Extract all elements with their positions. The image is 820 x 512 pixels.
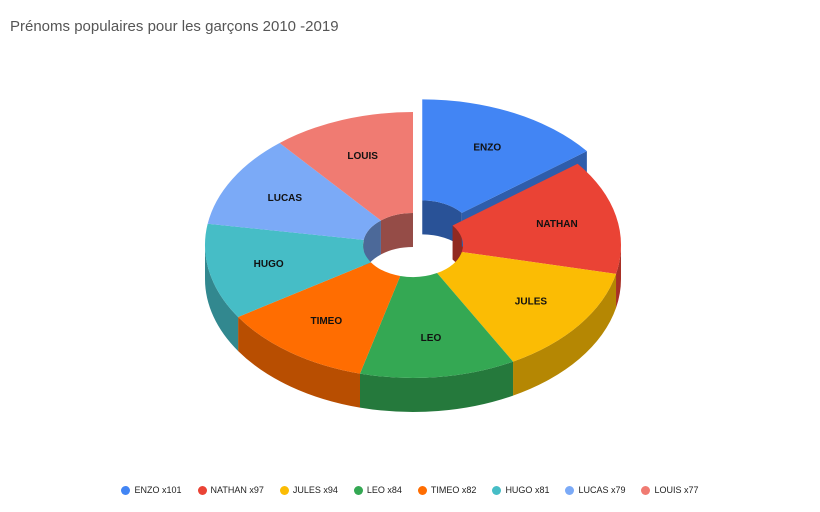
slice-label-timeo: TIMEO: [310, 316, 342, 327]
slice-timeo: [238, 262, 401, 374]
chart-legend: ENZO x101 NATHAN x97 JULES x94 LEO x84 TIMEO…: [0, 485, 820, 495]
legend-swatch-nathan: [197, 485, 207, 495]
slice-label-nathan: NATHAN: [536, 219, 577, 230]
slice-label-jules: JULES: [515, 296, 548, 307]
legend-label-enzo: ENZO x101: [134, 485, 182, 495]
side-wall-timeo: [238, 316, 360, 408]
side-wall-hugo: [205, 245, 239, 351]
slice-jules: [437, 251, 617, 362]
slice-hugo: [205, 223, 371, 317]
chart-title: Prénoms populaires pour les garçons 2010…: [10, 18, 339, 35]
donut-chart: ENZO NATHAN JULES LEO TIMEO HUGO LUCAS LOUIS: [205, 99, 621, 413]
legend-swatch-enzo: [121, 485, 131, 495]
inner-wall-enzo: [422, 200, 462, 247]
legend-item-leo: LEO x84: [353, 485, 402, 495]
slice-label-enzo: ENZO: [473, 142, 501, 153]
slice-enzo: [422, 99, 587, 213]
slice-label-hugo: HUGO: [254, 259, 284, 270]
legend-label-timeo: TIMEO x82: [430, 485, 477, 495]
slice-label-lucas: LUCAS: [268, 193, 303, 204]
legend-item-enzo: ENZO x101: [121, 485, 182, 495]
legend-swatch-leo: [353, 485, 363, 495]
slice-nathan: [452, 163, 621, 274]
legend-swatch-louis: [641, 485, 651, 495]
side-wall-nathan: [616, 245, 621, 308]
legend-label-leo: LEO x84: [366, 485, 402, 495]
slice-lucas: [207, 142, 381, 240]
legend-item-hugo: HUGO x81: [492, 485, 549, 495]
slice-label-leo: LEO: [421, 333, 442, 344]
legend-label-hugo: HUGO x81: [505, 485, 550, 495]
slice-leo: [359, 273, 514, 379]
legend-swatch-timeo: [417, 485, 427, 495]
legend-item-louis: LOUIS x77: [641, 485, 699, 495]
side-wall-jules: [513, 273, 617, 396]
legend-swatch-hugo: [492, 485, 502, 495]
legend-item-nathan: NATHAN x97: [197, 485, 264, 495]
legend-swatch-lucas: [565, 485, 575, 495]
donut-tops: [205, 99, 621, 379]
slice-louis: [279, 112, 413, 221]
legend-swatch-jules: [279, 485, 289, 495]
legend-label-louis: LOUIS x77: [654, 485, 699, 495]
legend-item-jules: JULES x94: [279, 485, 338, 495]
side-wall-leo: [359, 361, 514, 413]
legend-item-lucas: LUCAS x79: [565, 485, 625, 495]
donut-labels: ENZO NATHAN JULES LEO TIMEO HUGO LUCAS LOUIS: [254, 142, 578, 344]
inner-wall-louis: [380, 213, 413, 255]
slice-label-louis: LOUIS: [347, 151, 378, 162]
legend-label-nathan: NATHAN x97: [210, 485, 264, 495]
legend-label-lucas: LUCAS x79: [578, 485, 626, 495]
legend-item-timeo: TIMEO x82: [417, 485, 477, 495]
legend-label-jules: JULES x94: [292, 485, 338, 495]
